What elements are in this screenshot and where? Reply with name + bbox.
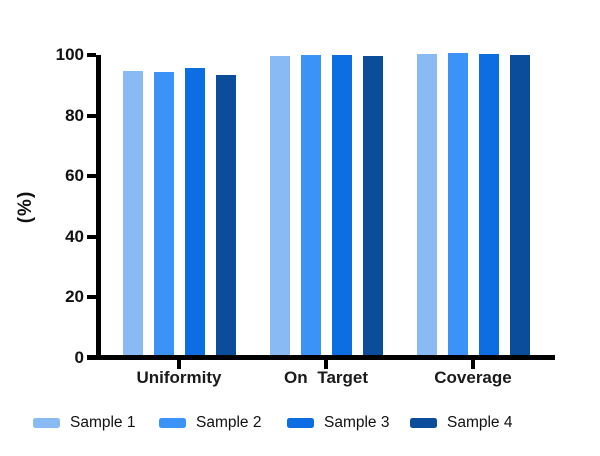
legend-label-sample-4: Sample 4 — [447, 414, 513, 431]
y-tick — [87, 355, 96, 360]
y-tick — [87, 113, 96, 118]
y-tick — [87, 295, 96, 299]
y-tick-label: 20 — [65, 287, 84, 306]
bar-sample-4-uniformity — [215, 75, 236, 355]
bar-sample-4-coverage — [509, 55, 530, 355]
bar-sample-2-uniformity — [153, 72, 174, 355]
y-tick — [87, 53, 96, 57]
y-tick-label: 100 — [55, 45, 84, 64]
bar-sample-1-uniformity — [122, 71, 143, 355]
bar-sample-2-coverage — [447, 53, 468, 355]
legend-swatch-sample-1 — [33, 418, 60, 428]
legend-label-sample-2: Sample 2 — [196, 414, 262, 431]
bar-sample-3-coverage — [478, 54, 499, 355]
legend-swatch-sample-2 — [159, 418, 186, 428]
bar-sample-4-on-target — [362, 56, 383, 355]
category-label-uniformity: Uniformity — [136, 368, 222, 387]
y-tick-label: 60 — [65, 166, 84, 185]
x-tick — [177, 360, 181, 369]
y-tick-label: 40 — [65, 226, 84, 246]
category-label-coverage: Coverage — [434, 368, 512, 387]
legend-swatch-sample-4 — [410, 418, 437, 428]
bar-sample-3-on-target — [331, 55, 352, 355]
bar-sample-1-on-target — [269, 56, 290, 355]
y-tick-label: 0 — [74, 347, 84, 367]
bar-sample-3-uniformity — [184, 68, 205, 355]
legend-swatch-sample-3 — [287, 418, 314, 428]
legend-label-sample-1: Sample 1 — [70, 414, 136, 431]
category-label-on-target: On Target — [283, 368, 369, 387]
y-tick — [87, 174, 96, 178]
y-tick — [87, 234, 96, 239]
y-axis-title: (%) — [15, 190, 36, 224]
legend-label-sample-3: Sample 3 — [324, 414, 390, 431]
y-axis-line — [96, 55, 101, 358]
x-tick — [324, 360, 328, 369]
x-axis-line — [87, 355, 555, 360]
x-tick — [471, 360, 475, 369]
bar-sample-2-on-target — [300, 55, 321, 355]
y-tick-label: 80 — [65, 105, 84, 125]
bar-sample-1-coverage — [416, 54, 437, 355]
